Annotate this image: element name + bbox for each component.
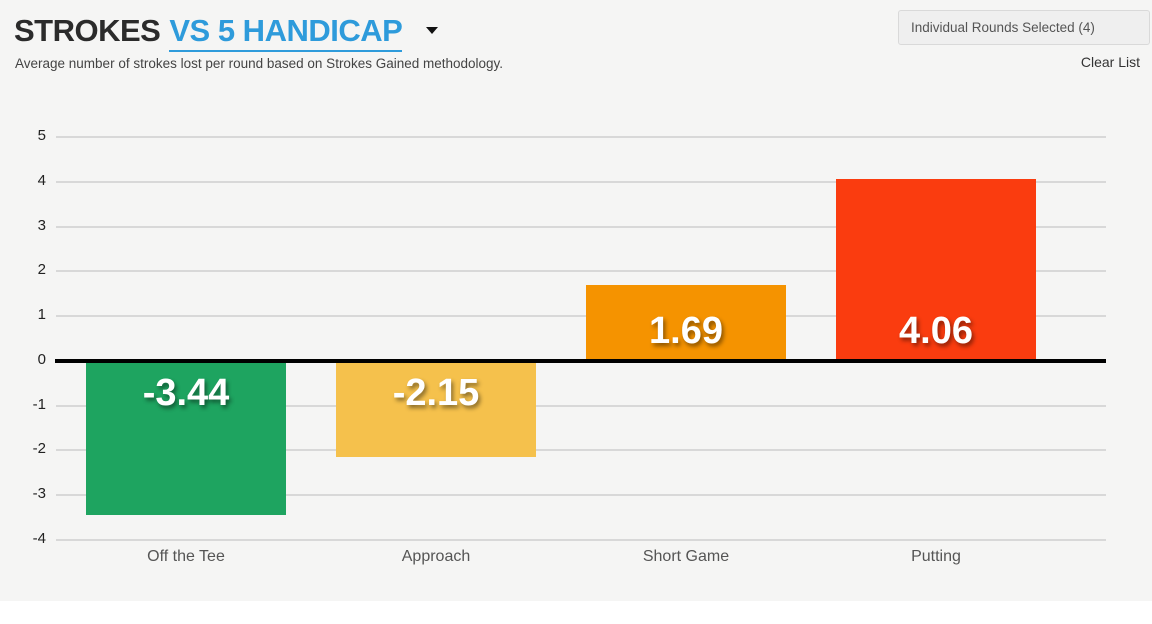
y-axis-tick-label: 0 [37,350,46,368]
bar-chart: 5 4 3 2 1 0 -1 -2 -3 -4 -3.44 Off the Tee -2.15 Appro… [32,127,1106,565]
y-axis-tick-label: 2 [37,261,46,279]
y-axis-tick-label: 4 [37,171,46,189]
zero-axis-line [55,358,1106,363]
panel-title-row: STROKES VS 5 HANDICAP [14,13,439,55]
gridline [56,539,1106,541]
bar-value-label: -3.44 [142,371,230,414]
strokes-gained-panel: STROKES VS 5 HANDICAP Average number of s… [0,0,1152,601]
panel-subtitle: Average number of strokes lost per round… [15,56,504,71]
gridline [56,404,1106,407]
bar-value-label: 1.69 [649,309,723,352]
y-axis-tick-label: -4 [32,530,46,547]
bar-off-the-tee[interactable] [86,362,286,515]
caret-down-icon[interactable] [426,27,439,34]
footer-strip [0,601,1152,624]
x-category-label: Off the Tee [147,548,225,565]
gridline [56,494,1106,497]
x-category-label: Short Game [642,548,730,565]
y-axis-tick-label: 3 [37,216,46,234]
bar-value-label: -2.15 [392,371,480,414]
y-axis-tick-label: -3 [32,485,46,503]
x-category-label: Approach [401,548,471,565]
gridline [56,449,1106,452]
bar-approach[interactable] [336,362,536,458]
gridline [56,315,1106,318]
y-axis-tick-label: -2 [32,440,46,458]
gridline [56,180,1106,183]
page-title: STROKES [14,13,161,48]
y-axis-tick-label: 1 [37,306,46,324]
x-category-label: Putting [911,548,961,565]
bar-value-label: 4.06 [899,309,973,352]
gridline [56,270,1106,273]
y-axis-tick-label: 5 [37,127,46,144]
y-axis-tick-label: -1 [32,395,46,413]
bar-putting[interactable] [836,179,1036,359]
clear-list-link[interactable]: Clear List [1080,54,1140,70]
gridline [56,225,1106,228]
individual-rounds-selected-button[interactable]: Individual Rounds Selected (4) [898,10,1150,45]
comparison-dropdown-label[interactable]: VS 5 HANDICAP [169,13,403,52]
bar-short-game[interactable] [586,285,786,359]
gridline [56,136,1106,138]
